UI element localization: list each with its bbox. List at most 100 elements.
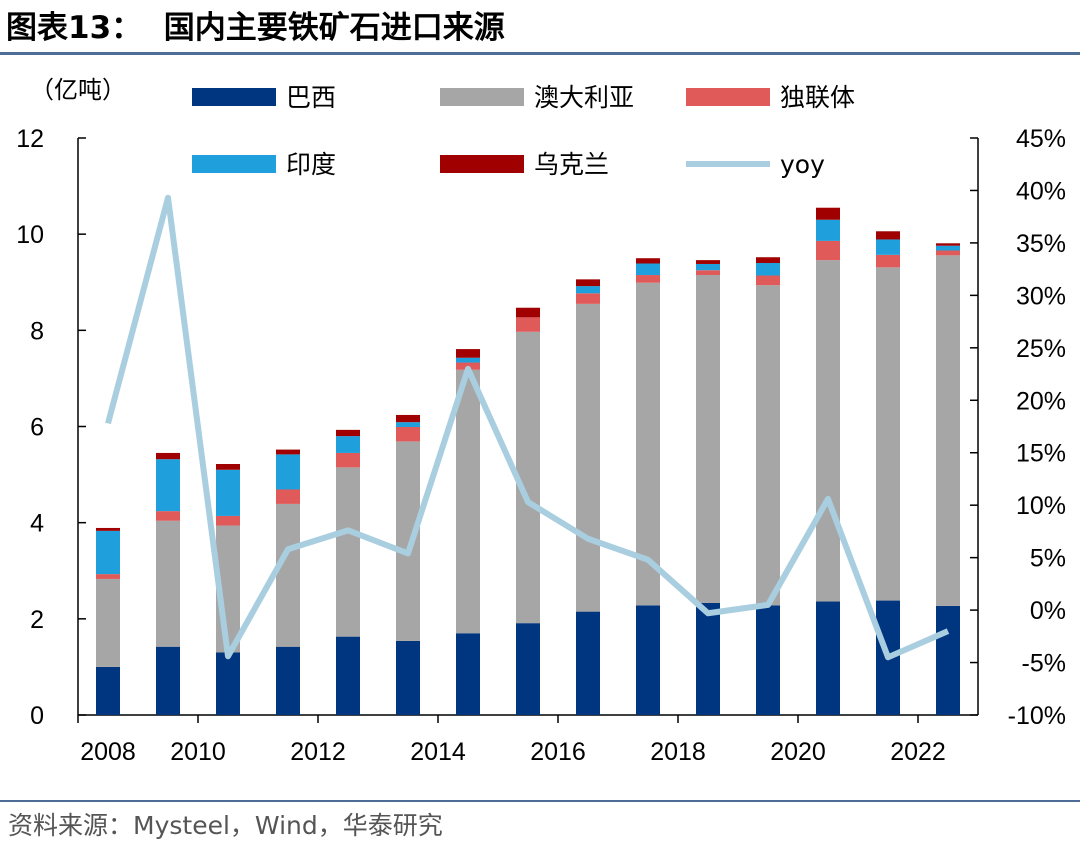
left-tick-label: 0 xyxy=(30,702,44,730)
x-tick-label: 2016 xyxy=(530,738,586,766)
legend-label-australia: 澳大利亚 xyxy=(534,83,634,112)
x-tick-label: 2022 xyxy=(890,738,946,766)
bar-segment-cis xyxy=(936,250,960,256)
bar-segment-india xyxy=(576,286,600,294)
bar-segment-ukraine xyxy=(756,257,780,264)
bar-segment-australia xyxy=(276,503,300,647)
bar-segment-ukraine xyxy=(336,429,360,437)
bar-segment-cis xyxy=(396,426,420,442)
bar-segment-brazil xyxy=(336,636,360,715)
bar-segment-brazil xyxy=(696,602,720,715)
stacked-bar-chart: （亿吨） 0 2 4 6 8 10 12 -10% -5% 0% 5% 10% 15% 20% 25% 30% 3… xyxy=(16,76,1066,766)
yoy-line xyxy=(105,194,950,661)
bar-segment-ukraine xyxy=(936,243,960,246)
bar-segment-india xyxy=(876,239,900,255)
legend-swatch-ukraine xyxy=(440,155,524,173)
x-tick-label: 2012 xyxy=(290,738,346,766)
left-tick-label: 10 xyxy=(16,221,44,249)
bar-segment-brazil xyxy=(216,652,240,715)
bar-segment-cis xyxy=(216,515,240,526)
left-tick-label: 12 xyxy=(16,125,44,153)
bar-segment-australia xyxy=(336,467,360,637)
legend-label-ukraine: 乌克兰 xyxy=(534,150,609,179)
bar-segment-brazil xyxy=(816,601,840,715)
bar-segment-ukraine xyxy=(456,349,480,358)
right-tick-label: 40% xyxy=(1016,177,1066,205)
legend-swatch-brazil xyxy=(192,88,276,106)
left-tick-label: 2 xyxy=(30,606,44,634)
bar-segment-ukraine xyxy=(216,464,240,470)
title-rule xyxy=(0,52,1080,55)
bar-segment-cis xyxy=(96,574,120,579)
bar-segment-ukraine xyxy=(816,207,840,220)
bar-segment-brazil xyxy=(636,605,660,715)
bar-segment-cis xyxy=(876,254,900,268)
x-tick-label: 2010 xyxy=(170,738,226,766)
bar-segment-india xyxy=(156,459,180,512)
right-tick-label: 0% xyxy=(1030,597,1066,625)
bar-segment-india xyxy=(276,454,300,490)
bar-segment-brazil xyxy=(456,633,480,715)
bar-segment-ukraine xyxy=(396,414,420,423)
bar-segment-australia xyxy=(576,303,600,612)
legend-label-yoy: yoy xyxy=(780,150,825,179)
bar-segment-cis xyxy=(516,317,540,332)
bar-segment-ukraine xyxy=(276,449,300,455)
bar-segment-ukraine xyxy=(516,307,540,318)
bar-segment-australia xyxy=(156,520,180,647)
x-tick-label: 2008 xyxy=(80,738,136,766)
right-tick-label: -10% xyxy=(1008,702,1066,730)
bar-segment-india xyxy=(696,263,720,271)
bar-segment-india xyxy=(756,263,780,276)
bar-segment-australia xyxy=(936,255,960,606)
x-tick-label: 2014 xyxy=(410,738,466,766)
bar-segment-brazil xyxy=(936,605,960,715)
bar-segment-brazil xyxy=(276,646,300,715)
bar-segment-cis xyxy=(696,270,720,276)
chart-title: 图表13： 国内主要铁矿石进口来源 xyxy=(6,10,505,46)
bar-segment-australia xyxy=(876,267,900,601)
bar-segment-brazil xyxy=(396,640,420,715)
legend-label-india: 印度 xyxy=(286,150,336,179)
bar-segment-ukraine xyxy=(876,231,900,240)
bar-segment-cis xyxy=(636,275,660,283)
legend-swatch-australia xyxy=(440,88,524,106)
bar-segment-cis xyxy=(576,293,600,304)
bar-segment-brazil xyxy=(756,605,780,715)
right-tick-label: 25% xyxy=(1016,335,1066,363)
bar-segment-ukraine xyxy=(636,258,660,264)
legend-swatch-cis xyxy=(686,88,770,106)
bar-segment-australia xyxy=(96,578,120,667)
legend-label-cis: 独联体 xyxy=(780,83,855,112)
bar-segment-cis xyxy=(336,452,360,468)
left-tick-label: 4 xyxy=(30,510,44,538)
bar-segment-cis xyxy=(756,275,780,286)
legend-label-brazil: 巴西 xyxy=(286,83,336,112)
bar-segment-india xyxy=(936,245,960,251)
bar-segment-india xyxy=(816,219,840,241)
legend-swatch-india xyxy=(192,155,276,173)
bar-segment-india xyxy=(636,263,660,276)
bar-segment-australia xyxy=(816,260,840,602)
y-axis-unit-label: （亿吨） xyxy=(30,76,126,104)
bar-segment-india xyxy=(396,422,420,427)
right-tick-label: 10% xyxy=(1016,492,1066,520)
left-tick-label: 8 xyxy=(30,317,44,345)
bar-segment-india xyxy=(96,530,120,575)
bar-segment-cis xyxy=(816,240,840,261)
bar-segment-cis xyxy=(156,511,180,521)
left-tick-label: 6 xyxy=(30,414,44,442)
bar-segment-india xyxy=(456,357,480,363)
bar-segment-ukraine xyxy=(576,279,600,287)
bar-segment-australia xyxy=(636,282,660,606)
source-note: 资料来源：Mysteel，Wind，华泰研究 xyxy=(8,811,443,840)
bar-segment-brazil xyxy=(96,666,120,715)
right-tick-label: -5% xyxy=(1022,650,1066,678)
bar-segment-cis xyxy=(276,489,300,504)
bar-segment-brazil xyxy=(156,646,180,715)
bar-segment-india xyxy=(336,436,360,453)
bar-segment-australia xyxy=(756,285,780,606)
x-tick-label: 2020 xyxy=(770,738,826,766)
bar-segment-ukraine xyxy=(156,452,180,460)
bar-segment-brazil xyxy=(516,623,540,715)
